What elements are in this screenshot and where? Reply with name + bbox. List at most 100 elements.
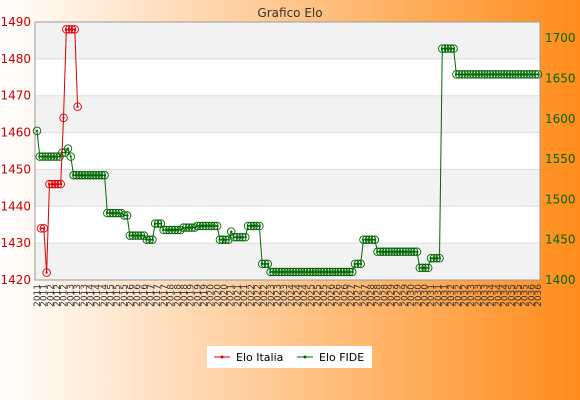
y-left-tick-label: 1430 <box>0 236 31 250</box>
elo-fide-point-center <box>351 270 354 274</box>
elo-fide-point-center <box>230 230 233 233</box>
elo-fide-point[interactable] <box>32 126 42 136</box>
elo-italia-point-center <box>73 28 76 31</box>
x-tick-label: 2017 <box>153 284 163 307</box>
elo-fide-point-center <box>69 155 72 158</box>
x-tick-label: 2031 <box>440 284 450 307</box>
y-left-tick-label: 1460 <box>0 126 31 140</box>
y-right-tick-label: 1600 <box>545 112 576 126</box>
x-tick-label: 2014 <box>93 284 103 307</box>
plot-band <box>35 22 540 59</box>
elo-fide-point-center <box>258 224 261 228</box>
series-elo-fide <box>32 44 543 277</box>
elo-fide-point[interactable] <box>533 70 543 79</box>
elo-fide-point[interactable] <box>241 233 250 242</box>
elo-fide-point[interactable] <box>449 44 458 53</box>
elo-fide-point[interactable] <box>435 253 444 263</box>
x-tick-label: 2022 <box>253 284 263 307</box>
elo-fide-point[interactable] <box>263 259 273 269</box>
x-tick-label: 2033 <box>467 284 477 307</box>
elo-fide-point-center <box>373 238 376 241</box>
x-tick-label: 2022 <box>247 284 257 307</box>
elo-italia-point-center <box>76 105 79 108</box>
legend-label-elo-fide: Elo FIDE <box>319 351 364 364</box>
elo-italia-point[interactable] <box>56 179 65 189</box>
x-tick-label: 2020 <box>207 284 217 307</box>
x-tick-label: 2020 <box>220 284 230 307</box>
x-tick-label: 2032 <box>461 284 471 307</box>
x-tick-label: 2024 <box>294 284 304 307</box>
x-tick-label: 2028 <box>380 284 390 307</box>
x-tick-label: 2013 <box>66 284 76 307</box>
x-tick-label: 2012 <box>53 284 63 307</box>
elo-fide-point[interactable] <box>370 235 380 244</box>
x-tick-label: 2017 <box>160 284 170 307</box>
x-tick-label: 2021 <box>233 284 243 307</box>
elo-fide-point[interactable] <box>226 227 236 236</box>
elo-italia-point[interactable] <box>39 224 49 233</box>
elo-fide-point-center <box>125 214 129 217</box>
elo-italia-point[interactable] <box>70 25 80 34</box>
elo-fide-point[interactable] <box>176 225 185 235</box>
x-tick-label: 2027 <box>360 284 370 307</box>
x-tick-label: 2017 <box>147 284 157 307</box>
x-tick-label: 2019 <box>193 284 203 307</box>
elo-fide-point[interactable] <box>255 221 264 231</box>
y-right-tick-label: 1450 <box>545 233 576 247</box>
x-tick-label: 2034 <box>501 284 511 307</box>
elo-fide-point[interactable] <box>224 235 233 244</box>
elo-fide-point[interactable] <box>63 144 73 153</box>
elo-fide-point[interactable] <box>148 235 157 244</box>
x-tick-label: 2036 <box>527 284 537 307</box>
y-right-tick-label: 1650 <box>545 71 576 85</box>
plot-band <box>35 169 540 207</box>
x-tick-label: 2033 <box>474 284 484 307</box>
x-tick-label: 2034 <box>494 284 504 307</box>
legend: Elo Italia Elo FIDE <box>207 346 372 368</box>
x-tick-label: 2011 <box>40 284 50 307</box>
x-tick-label: 2035 <box>514 284 524 307</box>
x-tick-label: 2027 <box>347 284 357 307</box>
elo-fide-point[interactable] <box>117 208 126 218</box>
elo-fide-point[interactable] <box>347 267 357 277</box>
elo-italia-point[interactable] <box>59 113 68 123</box>
x-tick-label: 2024 <box>300 284 310 307</box>
series-layer <box>32 25 543 277</box>
x-tick-label: 2023 <box>267 284 277 307</box>
elo-fide-point[interactable] <box>412 247 422 257</box>
x-tick-label: 2026 <box>334 284 344 307</box>
right-axis-ticks: 1400 1450 1500 1550 1600 1650 1700 <box>545 31 576 287</box>
elo-italia-point-center <box>59 183 62 186</box>
x-tick-label: 2015 <box>113 284 123 307</box>
x-tick-label: 2022 <box>260 284 270 307</box>
x-tick-label: 2026 <box>340 284 350 307</box>
x-tick-label: 2030 <box>414 284 424 307</box>
elo-fide-point[interactable] <box>423 263 433 273</box>
x-tick-label: 2015 <box>106 284 116 307</box>
elo-fide-point[interactable] <box>212 221 222 231</box>
chart-title: Grafico Elo <box>257 6 322 20</box>
x-tick-label: 2015 <box>120 284 130 307</box>
elo-fide-point[interactable] <box>66 152 76 161</box>
legend-entry-elo-fide[interactable]: Elo FIDE <box>297 351 364 364</box>
y-right-tick-label: 1550 <box>545 152 576 166</box>
legend-entry-elo-italia[interactable]: Elo Italia <box>214 351 283 364</box>
elo-fide-point[interactable] <box>356 259 365 269</box>
y-right-tick-label: 1700 <box>545 31 576 45</box>
elo-fide-point[interactable] <box>122 211 132 220</box>
x-tick-label: 2018 <box>167 284 177 307</box>
elo-italia-point-center <box>62 116 65 119</box>
elo-fide-point-center <box>266 262 269 265</box>
y-left-tick-label: 1450 <box>0 162 31 176</box>
x-tick-label: 2025 <box>314 284 324 307</box>
elo-italia-point-center <box>42 227 45 230</box>
x-tick-label: 2016 <box>140 284 150 307</box>
elo-italia-point[interactable] <box>42 268 51 277</box>
y-left-tick-label: 1440 <box>0 199 31 213</box>
elo-italia-point[interactable] <box>73 102 82 112</box>
x-tick-label: 2025 <box>320 284 330 307</box>
elo-italia-point-center <box>45 271 48 274</box>
elo-fide-point[interactable] <box>100 170 109 180</box>
legend-box <box>207 346 372 368</box>
